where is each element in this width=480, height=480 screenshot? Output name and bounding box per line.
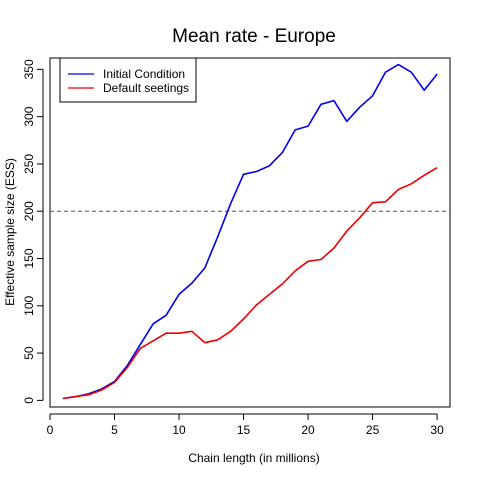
x-tick-label: 10 (172, 423, 186, 437)
y-tick-label: 100 (22, 295, 36, 315)
x-tick-label: 20 (301, 423, 315, 437)
y-tick-label: 150 (22, 248, 36, 268)
y-tick-label: 0 (22, 397, 36, 404)
y-tick-label: 50 (22, 346, 36, 360)
series-layer (63, 65, 437, 399)
plot-frame (50, 58, 450, 407)
chart-title: Mean rate - Europe (172, 26, 336, 47)
legend: Initial Condition Default seetings (60, 58, 196, 102)
x-axis-label: Chain length (in millions) (188, 451, 319, 465)
series-line-default-seetings (63, 168, 437, 399)
x-tick-label: 25 (366, 423, 380, 437)
x-tick-label: 0 (47, 423, 54, 437)
x-tick-label: 30 (430, 423, 444, 437)
y-tick-label: 250 (22, 154, 36, 174)
x-tick-label: 15 (237, 423, 251, 437)
series-line-initial-condition (63, 65, 437, 399)
y-tick-label: 300 (22, 106, 36, 126)
y-tick-label: 200 (22, 201, 36, 221)
y-tick-label: 350 (22, 59, 36, 79)
y-axis-label: Effective sample size (ESS) (3, 158, 17, 306)
x-axis: 0 5 10 15 20 25 30 (47, 414, 444, 437)
x-tick-label: 5 (111, 423, 118, 437)
legend-label-initial-condition: Initial Condition (103, 67, 185, 81)
y-axis: 0 50 100 150 200 250 300 350 (22, 59, 43, 404)
legend-label-default-settings: Default seetings (103, 81, 189, 95)
